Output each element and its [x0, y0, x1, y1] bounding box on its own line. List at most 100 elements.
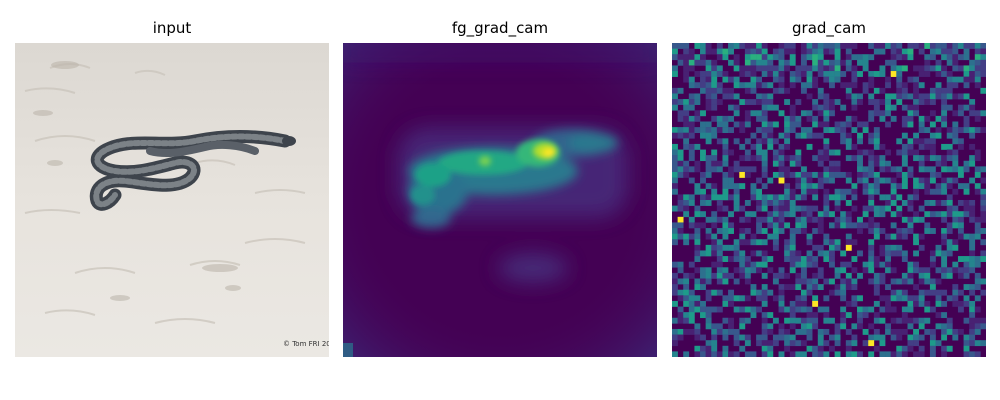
heatmap-cell	[761, 328, 768, 335]
heatmap-cell	[756, 334, 763, 341]
heatmap-cell	[901, 54, 908, 61]
heatmap-cell	[789, 115, 796, 122]
heatmap-cell	[829, 250, 835, 257]
heatmap-cell	[907, 216, 914, 223]
heatmap-cell	[812, 65, 819, 72]
heatmap-cell	[733, 188, 740, 195]
heatmap-cell	[873, 99, 880, 105]
heatmap-cell	[795, 328, 802, 335]
heatmap-cell	[946, 250, 953, 257]
heatmap-cell	[974, 351, 981, 357]
heatmap-cell	[722, 87, 729, 94]
heatmap-cell	[918, 166, 925, 173]
heatmap-cell	[840, 317, 847, 324]
heatmap-cell	[890, 65, 897, 72]
heatmap-cell	[733, 183, 740, 190]
heatmap-cell	[873, 48, 880, 55]
heatmap-cell	[817, 171, 824, 178]
heatmap-cell	[980, 228, 986, 234]
heatmap-cell	[733, 82, 740, 89]
heatmap-cell	[924, 267, 931, 274]
heatmap-cell	[800, 171, 807, 178]
heatmap-cell	[969, 43, 976, 49]
heatmap-cell	[946, 54, 953, 61]
heatmap-cell	[935, 250, 942, 257]
heatmap-cell	[672, 188, 678, 195]
heatmap-cell	[711, 132, 718, 139]
heatmap-cell	[750, 155, 757, 162]
heatmap-cell	[784, 121, 791, 128]
heatmap-cell	[840, 127, 847, 134]
heatmap-cell	[767, 143, 774, 150]
heatmap-cell	[750, 132, 757, 139]
heatmap-cell	[957, 216, 964, 223]
heatmap-cell	[918, 183, 925, 190]
heatmap-cell	[756, 239, 763, 246]
heatmap-cell	[817, 71, 824, 77]
heatmap-cell	[800, 166, 807, 173]
heatmap-cell	[705, 267, 712, 274]
heatmap-cell	[705, 312, 712, 319]
heatmap-cell	[851, 222, 858, 229]
heatmap-cell	[688, 155, 695, 162]
heatmap-cell	[890, 177, 897, 184]
heatmap-cell	[941, 272, 948, 279]
heatmap-cell	[812, 312, 819, 319]
heatmap-cell	[744, 115, 751, 122]
heatmap-cell	[890, 54, 897, 61]
heatmap-cell	[812, 284, 819, 291]
heatmap-cell	[744, 138, 751, 145]
heatmap-cell	[851, 194, 858, 201]
heatmap-cell	[761, 54, 768, 61]
heatmap-cell	[722, 328, 729, 335]
heatmap-cell	[946, 166, 953, 173]
heatmap-cell	[716, 87, 723, 94]
heatmap-cell	[688, 312, 695, 319]
heatmap-cell	[890, 244, 897, 251]
heatmap-cell	[711, 233, 718, 240]
heatmap-cell	[812, 300, 819, 307]
heatmap-cell	[924, 306, 931, 313]
heatmap-cell	[761, 284, 768, 291]
heatmap-cell	[817, 351, 824, 357]
heatmap-cell	[817, 345, 824, 352]
heatmap-cell	[711, 183, 718, 190]
heatmap-cell	[873, 261, 880, 268]
heatmap-cell	[868, 76, 875, 83]
heatmap-cell	[952, 244, 959, 251]
heatmap-cell	[705, 155, 712, 162]
heatmap-cell	[806, 284, 813, 291]
heatmap-cell	[728, 222, 734, 229]
heatmap-cell	[772, 121, 779, 128]
heatmap-cell	[728, 295, 734, 302]
heatmap-cell	[952, 261, 959, 268]
heatmap-cell	[941, 300, 948, 307]
heatmap-cell	[834, 272, 841, 279]
heatmap-cell	[851, 205, 858, 212]
heatmap-cell	[946, 71, 953, 77]
heatmap-cell	[728, 177, 734, 184]
heatmap-cell	[823, 115, 830, 122]
heatmap-cell	[946, 345, 953, 352]
heatmap-cell	[700, 110, 706, 117]
heatmap-cell	[834, 76, 841, 83]
heatmap-cell	[772, 216, 779, 223]
heatmap-cell	[789, 244, 796, 251]
heatmap-cell	[907, 334, 914, 341]
heatmap-cell	[969, 250, 976, 257]
heatmap-cell	[817, 228, 824, 234]
heatmap-cell	[772, 244, 779, 251]
heatmap-cell	[795, 155, 802, 162]
heatmap-cell	[772, 160, 779, 167]
heatmap-cell	[879, 272, 886, 279]
heatmap-cell	[739, 166, 746, 173]
heatmap-cell	[778, 110, 785, 117]
heatmap-cell	[829, 171, 835, 178]
heatmap-cell	[896, 244, 903, 251]
heatmap-cell	[677, 166, 684, 173]
heatmap-cell	[918, 177, 925, 184]
heatmap-cell	[963, 160, 970, 167]
heatmap-cell	[778, 194, 785, 201]
heatmap-cell	[750, 284, 757, 291]
heatmap-cell	[700, 82, 706, 89]
